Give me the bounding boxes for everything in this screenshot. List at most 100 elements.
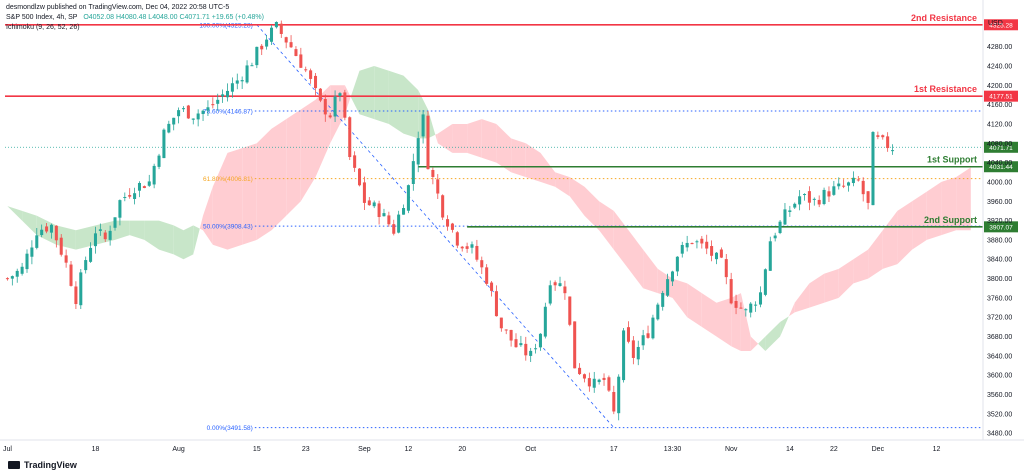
ohlc-values: O4052.08 H4080.48 L4048.00 C4071.71 +19.… — [83, 14, 264, 21]
time-tick-label: Aug — [172, 446, 185, 453]
candle-body — [250, 65, 254, 67]
cloud-segment — [330, 85, 345, 144]
candle-body — [133, 193, 137, 200]
candle-body — [10, 276, 14, 279]
cloud-segment — [271, 119, 287, 231]
cloud-segment — [794, 283, 810, 313]
candle-body — [406, 185, 410, 211]
candle-body — [886, 136, 890, 149]
cloud-segment — [256, 128, 272, 240]
candle-body — [441, 195, 445, 218]
candle-body — [5, 278, 9, 280]
candle-body — [79, 272, 83, 306]
fib-level-label: 100.00%(4325.28) — [199, 22, 253, 29]
candle-body — [142, 186, 146, 189]
candle-body — [499, 317, 503, 329]
time-tick-label: 13:30 — [664, 446, 682, 453]
candle-body — [74, 286, 78, 305]
cloud-segment — [75, 225, 96, 250]
level-label: 2nd Support — [924, 215, 977, 225]
cloud-segment — [159, 220, 174, 255]
candle-body — [788, 210, 792, 212]
time-tick-label: Nov — [725, 446, 738, 453]
candle-body — [734, 301, 738, 308]
indicator-legend: Ichimoku (9, 26, 52, 26) — [6, 24, 80, 31]
level-label: 1st Support — [927, 155, 977, 165]
candle-body — [221, 94, 225, 97]
price-tick-label: 4080.00 — [987, 141, 1012, 148]
candle-body — [778, 221, 782, 234]
price-tick-label: 4040.00 — [987, 160, 1012, 167]
candle-body — [309, 70, 313, 79]
candle-body — [670, 271, 675, 282]
candle-body — [548, 285, 552, 304]
candle-body — [181, 108, 186, 110]
currency-label: USD — [988, 20, 1003, 27]
candle-body — [40, 229, 44, 236]
candle-body — [866, 191, 870, 203]
cloud-segment — [496, 124, 512, 173]
candle-body — [358, 168, 362, 186]
candle-body — [612, 391, 616, 412]
candle-body — [98, 229, 102, 231]
candle-body — [881, 135, 885, 138]
candle-body — [172, 117, 176, 125]
candle-body — [416, 138, 420, 165]
time-tick-label: 20 — [458, 446, 466, 453]
cloud-segment — [750, 336, 759, 351]
candle-body — [876, 135, 880, 137]
cloud-segment — [780, 316, 789, 337]
fib-level-label: 50.00%(3908.43) — [203, 224, 253, 231]
cloud-segment — [199, 215, 203, 231]
symbol-line: S&P 500 Index, 4h, SP O4052.08 H4080.48 … — [6, 14, 264, 21]
time-tick-label: Sep — [358, 446, 371, 453]
price-tick-label: 3840.00 — [987, 257, 1012, 264]
candle-body — [455, 232, 459, 246]
cloud-segment — [403, 75, 419, 139]
price-tick-label: 4200.00 — [987, 83, 1012, 90]
level-price-tag-label: 4325.28 — [989, 22, 1013, 29]
publisher-line: desmondlzw published on TradingView.com,… — [6, 4, 230, 11]
level-price-tag-label: 3907.07 — [989, 224, 1013, 231]
level-label: 2nd Resistance — [911, 13, 977, 23]
candle-body — [622, 330, 626, 381]
candle-body — [69, 264, 73, 286]
candle-body — [274, 21, 278, 28]
candle-body — [387, 215, 391, 225]
candle-body — [578, 367, 582, 375]
candle-body — [710, 246, 714, 256]
cloud-segment — [765, 322, 781, 351]
candle-body — [157, 155, 161, 167]
candle-body — [147, 181, 151, 186]
price-tick-label: 4280.00 — [987, 44, 1012, 51]
candle-body — [304, 69, 308, 71]
price-tick-label: 4240.00 — [987, 63, 1012, 70]
cloud-segment — [643, 249, 658, 294]
candle-body — [680, 244, 684, 254]
candle-body — [240, 80, 244, 82]
candle-body — [436, 179, 440, 194]
candle-body — [563, 286, 567, 294]
candle-body — [446, 219, 450, 227]
cloud-segment — [435, 133, 438, 144]
candle-body — [260, 45, 264, 50]
cloud-segment — [838, 259, 854, 298]
candle-body — [299, 54, 303, 68]
candle-body — [700, 238, 704, 244]
candle-body — [573, 321, 577, 369]
candle-body — [631, 340, 635, 358]
candle-body — [729, 279, 733, 304]
cloud-segment — [428, 109, 436, 139]
cloud-segment — [882, 210, 898, 269]
candle-body — [20, 266, 24, 274]
level-price-tag — [984, 19, 1018, 31]
candle-body — [294, 49, 298, 56]
candle-body — [313, 75, 318, 89]
tradingview-brand: TradingView — [8, 460, 77, 470]
candle-body — [333, 96, 337, 117]
candle-body — [607, 377, 611, 391]
candle-body — [524, 343, 528, 356]
candle-body — [470, 244, 474, 248]
candle-body — [323, 99, 327, 115]
